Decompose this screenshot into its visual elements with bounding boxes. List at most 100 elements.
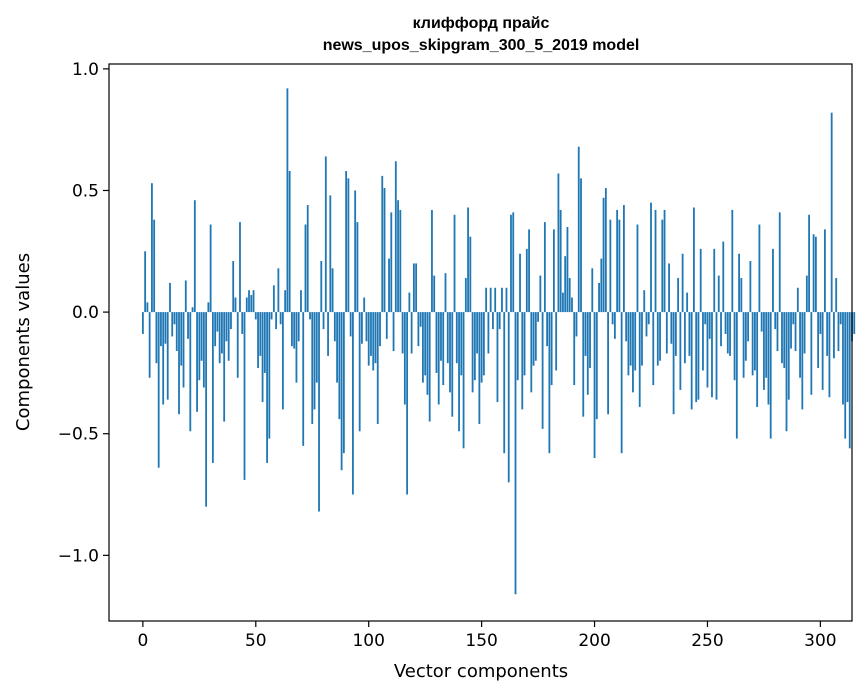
bar <box>331 268 334 313</box>
bar <box>837 312 840 352</box>
bar <box>286 88 289 313</box>
bar <box>455 312 458 364</box>
bar <box>451 312 454 417</box>
bar <box>693 207 695 313</box>
bar <box>245 297 248 313</box>
bar <box>347 178 350 313</box>
bar <box>582 312 585 417</box>
bar <box>239 222 241 313</box>
bar <box>510 214 512 313</box>
bar <box>218 312 221 364</box>
bar <box>819 312 822 334</box>
bar <box>781 312 783 364</box>
bar <box>636 224 639 313</box>
bar <box>467 207 469 313</box>
bar <box>257 312 259 369</box>
bar <box>534 312 537 361</box>
bar <box>333 312 336 342</box>
y-tick-label: −0.5 <box>58 425 99 445</box>
bar <box>157 312 160 468</box>
bar <box>537 312 539 322</box>
x-tick-label: 300 <box>804 631 836 651</box>
bar <box>573 312 576 386</box>
bar <box>552 229 555 313</box>
bar <box>577 146 580 313</box>
bar <box>613 312 616 339</box>
bar <box>496 312 499 403</box>
bar <box>679 312 682 390</box>
bar <box>449 312 451 393</box>
bar <box>446 312 449 364</box>
bar <box>690 312 693 410</box>
bar <box>182 312 185 388</box>
bar <box>144 251 147 313</box>
bar <box>747 312 750 342</box>
bar <box>415 263 418 313</box>
bar <box>805 275 808 313</box>
bar <box>338 312 341 420</box>
bar <box>440 312 442 361</box>
bar <box>281 312 284 410</box>
bar <box>668 263 670 313</box>
bar <box>320 261 323 313</box>
bar <box>412 263 415 313</box>
bar <box>349 312 352 337</box>
bar <box>399 209 402 313</box>
bar <box>482 312 485 376</box>
bar <box>548 312 551 454</box>
bar <box>620 312 623 454</box>
bar <box>772 248 774 313</box>
bar <box>169 282 171 313</box>
bar <box>731 209 734 313</box>
bar <box>304 224 307 313</box>
bar <box>419 312 422 327</box>
bar <box>428 312 431 422</box>
bar <box>833 312 835 359</box>
bar <box>835 278 838 313</box>
bar <box>744 312 747 361</box>
bar <box>532 312 535 366</box>
bar <box>609 219 612 313</box>
bar <box>589 312 591 369</box>
bar <box>406 312 409 495</box>
bar <box>166 312 169 400</box>
bar <box>501 287 503 313</box>
bar <box>593 312 596 459</box>
bar <box>295 312 298 383</box>
bar <box>164 312 167 344</box>
bar <box>433 275 436 313</box>
bar <box>670 312 673 344</box>
bar <box>227 312 230 361</box>
bar <box>469 236 472 313</box>
bar <box>385 312 388 339</box>
bar <box>223 312 226 422</box>
bar <box>437 312 440 405</box>
x-tick-label: 250 <box>691 631 723 651</box>
bar <box>216 312 219 332</box>
bar <box>417 312 420 347</box>
bar <box>625 312 628 342</box>
bar <box>647 312 650 325</box>
bar <box>297 312 300 342</box>
bar <box>785 312 788 432</box>
bar <box>661 219 664 313</box>
bar <box>792 312 795 325</box>
bar <box>315 312 318 383</box>
bar <box>288 171 291 313</box>
bar <box>778 212 781 313</box>
x-tick-label: 150 <box>465 631 497 651</box>
bar <box>760 312 763 332</box>
bar <box>776 312 779 352</box>
bar <box>392 312 395 352</box>
bar <box>175 312 178 352</box>
bar <box>584 312 587 356</box>
bar <box>787 312 790 400</box>
bar <box>763 312 765 390</box>
bar <box>198 312 201 381</box>
bar <box>611 312 614 325</box>
bar <box>153 219 156 313</box>
bar <box>494 287 497 313</box>
bar <box>751 312 754 376</box>
bar <box>686 292 689 313</box>
